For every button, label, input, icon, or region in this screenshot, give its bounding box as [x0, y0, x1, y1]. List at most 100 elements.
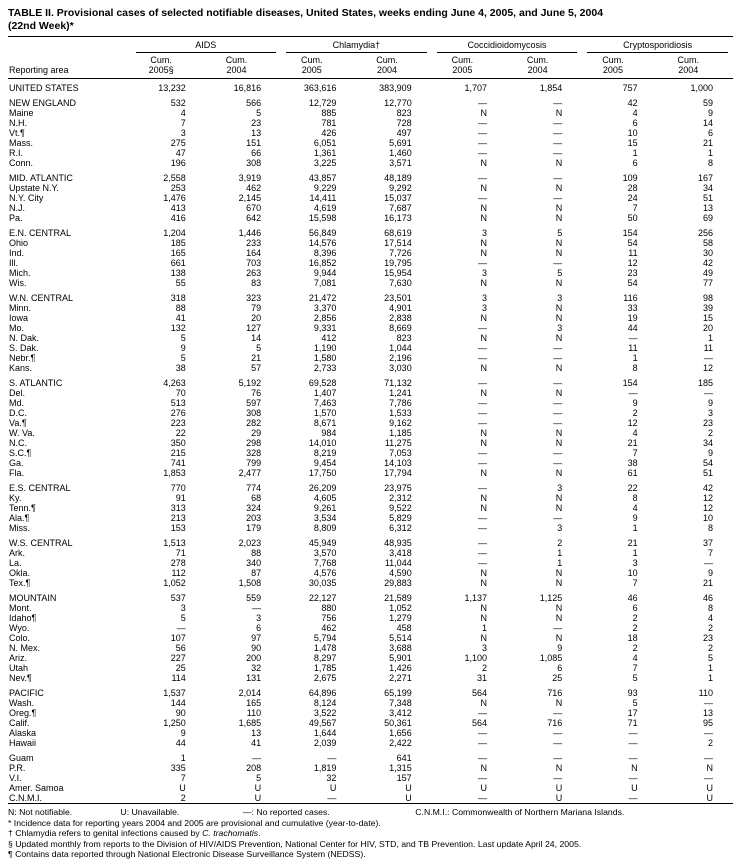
value-cell: 2,422 [389, 738, 412, 748]
value-cell: 16,816 [233, 83, 262, 93]
value-cell: 93 [627, 688, 638, 698]
value-cell: 8,669 [389, 323, 412, 333]
column-header-aids-cum-2004: Cum. 2004 [205, 53, 282, 79]
value-cell: 308 [246, 408, 262, 418]
reporting-area-cell: MOUNTAIN [9, 593, 57, 603]
value-cell: — [478, 728, 487, 738]
value-cell: 90 [251, 643, 262, 653]
value-cell: N [555, 238, 563, 248]
value-cell: 9 [180, 343, 186, 353]
value-cell: — [478, 753, 487, 763]
value-cell: 350 [170, 438, 186, 448]
value-cell: N [555, 333, 563, 343]
value-cell: 55 [175, 278, 186, 288]
value-cell: U [405, 783, 412, 793]
reporting-area-cell: Okla. [9, 568, 31, 578]
value-cell: 46 [627, 593, 638, 603]
value-cell: 8 [632, 493, 638, 503]
value-cell: N [555, 763, 563, 773]
value-cell: 313 [170, 503, 186, 513]
reporting-area-cell: NEW ENGLAND [9, 98, 77, 108]
value-cell: 2,196 [389, 353, 412, 363]
value-cell: — [327, 793, 337, 803]
value-cell: N [480, 763, 488, 773]
reporting-area-cell: Calif. [9, 718, 30, 728]
value-cell: 597 [246, 398, 262, 408]
value-cell: 132 [170, 323, 186, 333]
value-cell: 5,829 [389, 513, 412, 523]
value-cell: 7 [707, 548, 713, 558]
value-cell: 1 [707, 673, 713, 683]
value-cell: 823 [396, 108, 412, 118]
value-cell: 30,035 [308, 578, 337, 588]
value-cell: 298 [246, 438, 262, 448]
value-cell: 153 [170, 523, 186, 533]
value-cell: 116 [623, 293, 638, 303]
value-cell: 2 [180, 793, 186, 803]
value-cell: 1,476 [163, 193, 186, 203]
value-cell: 68 [251, 493, 262, 503]
value-cell: 51 [702, 468, 713, 478]
value-cell: 1,052 [163, 578, 186, 588]
value-cell: 275 [170, 138, 186, 148]
value-cell: 157 [396, 773, 412, 783]
value-cell: N [480, 698, 488, 708]
table-row: Ill. 661 703 16,852 19,795 — — 12 42 [8, 258, 733, 268]
value-cell: 1,044 [389, 343, 412, 353]
value-cell: N [480, 613, 488, 623]
value-cell: 41 [175, 313, 186, 323]
value-cell: 15 [702, 313, 713, 323]
value-cell: — [553, 193, 563, 203]
value-cell: 661 [170, 258, 186, 268]
value-cell: 6 [632, 603, 638, 613]
value-cell: 13 [251, 128, 262, 138]
value-cell: 2 [557, 538, 563, 548]
value-cell: 5 [256, 773, 262, 783]
table-row: Wis. 55 83 7,081 7,630 N N 54 77 [8, 278, 733, 288]
reporting-area-cell: Mich. [9, 268, 31, 278]
value-cell: 3 [707, 408, 713, 418]
value-cell: 54 [627, 238, 638, 248]
value-cell: 1,137 [464, 593, 487, 603]
value-cell: 4 [632, 108, 638, 118]
value-cell: 1,570 [313, 408, 337, 418]
value-cell: 2,145 [238, 193, 262, 203]
reporting-area-cell: La. [9, 558, 22, 568]
value-cell: 2,271 [389, 673, 412, 683]
value-cell: 9 [707, 398, 713, 408]
value-cell: — [478, 538, 487, 548]
value-cell: 703 [246, 258, 262, 268]
value-cell: 1,446 [238, 228, 262, 238]
value-cell: N [480, 468, 488, 478]
value-cell: 3,571 [389, 158, 412, 168]
column-subheader-row: Cum. 2005§ Cum. 2004 Cum. 2005 Cum. 2004 Cum… [8, 53, 733, 79]
value-cell: 17,794 [384, 468, 412, 478]
value-cell: 79 [251, 303, 262, 313]
value-cell: 15,954 [384, 268, 412, 278]
value-cell: 8,297 [313, 653, 337, 663]
value-cell: 12 [627, 258, 638, 268]
value-cell: N [480, 203, 488, 213]
value-cell: 1,785 [313, 663, 337, 673]
table-row: S.C.¶ 215 328 8,219 7,053 — — 7 9 [8, 448, 733, 458]
value-cell: 885 [321, 108, 337, 118]
value-cell: 25 [175, 663, 186, 673]
value-cell: 14 [702, 118, 713, 128]
value-cell: 5,901 [389, 653, 412, 663]
value-cell: 5 [632, 698, 638, 708]
table-row: Amer. Samoa U U U U U U U U [8, 783, 733, 793]
value-cell: N [480, 578, 488, 588]
value-cell: 12,729 [308, 98, 337, 108]
value-cell: 69,528 [308, 378, 337, 388]
value-cell: 22 [627, 483, 638, 493]
value-cell: 1,315 [389, 763, 412, 773]
value-cell: U [254, 783, 262, 793]
value-cell: 7,726 [389, 248, 412, 258]
value-cell: 8,124 [313, 698, 337, 708]
value-cell: — [704, 388, 713, 398]
column-group-cryptosporidiosis: Cryptosporidiosis [582, 37, 733, 53]
value-cell: N [480, 503, 488, 513]
value-cell: 5 [632, 673, 638, 683]
reporting-area-cell: Minn. [9, 303, 32, 313]
value-cell: 185 [697, 378, 713, 388]
